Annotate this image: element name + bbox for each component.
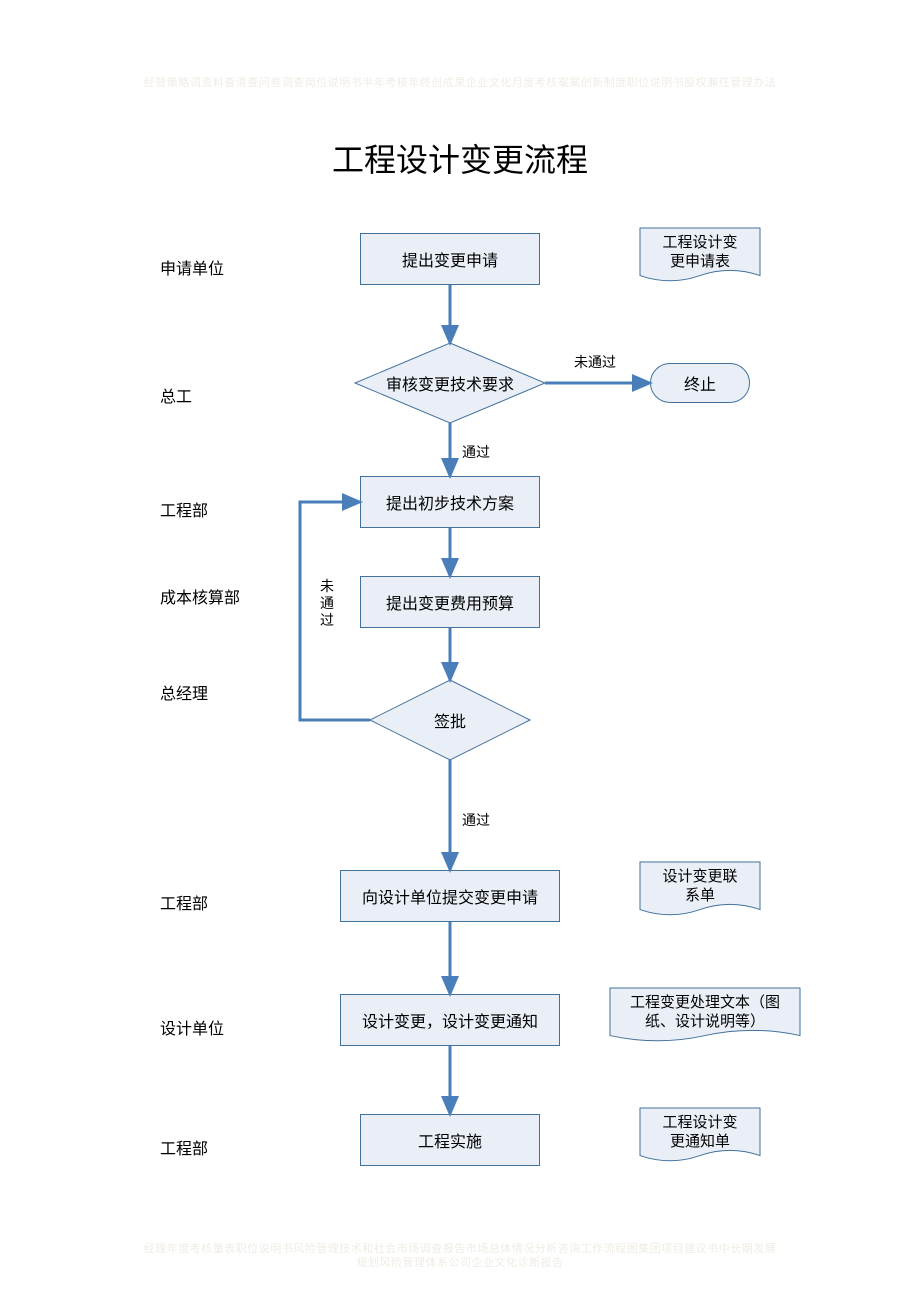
edge-label: 未通过	[320, 580, 336, 630]
edge-label: 通过	[462, 810, 490, 830]
edge-label: 通过	[462, 442, 490, 462]
edge-label: 未通过	[574, 352, 616, 372]
flow-edges	[0, 0, 920, 1302]
